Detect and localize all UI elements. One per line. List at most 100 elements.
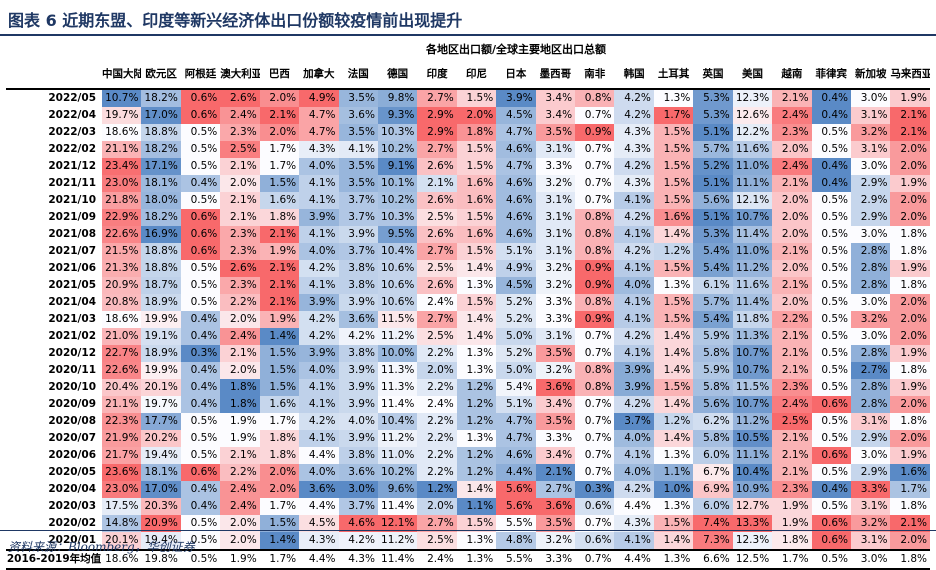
table-cell: 1.4% (259, 328, 300, 345)
header-row: 中国大陆 欧元区 阿根廷 澳大利亚 巴西 加拿大 法国 德国 印度 印尼 日本 墨西哥 南非 韩国 土耳其英… (6, 60, 930, 90)
table-cell: 5.1% (693, 124, 733, 141)
table-cell: 2.0% (772, 294, 812, 311)
table-cell: 1.5% (259, 515, 300, 532)
table-cell: 10.4% (377, 243, 418, 260)
table-cell: 11.3% (377, 379, 418, 396)
table-cell: 0.7% (575, 141, 615, 158)
table-cell: 23.4% (102, 158, 142, 175)
table-cell: 5.2% (496, 294, 536, 311)
table-cell: 11.1% (732, 175, 773, 192)
table-cell: 1.9% (220, 430, 260, 447)
table-cell: 1.3% (456, 362, 497, 379)
table-cell: 2.0% (890, 158, 930, 175)
table-cell: 4.2% (299, 413, 339, 430)
table-cell: 5.9% (693, 362, 733, 379)
table-cell: 3.4% (535, 107, 576, 124)
table-cell: 3.9% (496, 89, 536, 107)
table-cell: 2.2% (417, 413, 457, 430)
table-cell: 0.5% (811, 413, 852, 430)
table-cell: 4.1% (299, 430, 339, 447)
table-cell: 0.8% (575, 294, 615, 311)
table-cell: 5.6% (693, 396, 733, 413)
table-cell: 2.0% (259, 464, 300, 481)
table-cell: 1.4% (653, 226, 694, 243)
column-header: 菲律宾 (811, 60, 852, 90)
table-row: 2020/02 14.8% 20.9% 0.5% 2.0% 1.5% 4.5% 4.6% 12.… (6, 515, 930, 532)
row-label: 2020/03 (48, 500, 96, 512)
table-cell: 17.0% (141, 107, 181, 124)
table-cell: 4.2% (338, 328, 378, 345)
table-cell: 1.8% (890, 498, 930, 515)
table-cell: 2.4% (220, 498, 260, 515)
table-cell: 2.4% (772, 158, 812, 175)
table-cell: 2.1% (417, 175, 457, 192)
table-cell: 5.2% (496, 345, 536, 362)
table-cell: 2.6% (417, 277, 457, 294)
table-cell: 9.6% (377, 481, 418, 498)
table-cell: 0.5% (811, 328, 852, 345)
table-cell: 1.4% (653, 345, 694, 362)
table-cell: 3.6% (535, 379, 576, 396)
table-row: 2021/12 23.4% 17.1% 0.5% 2.1% 1.7% 4.0% 3.5% 9.1… (6, 158, 930, 175)
table-cell: 3.0% (338, 481, 378, 498)
table-cell: 20.2% (141, 430, 181, 447)
table-cell: 1.3% (456, 532, 497, 550)
table-cell: 4.2% (299, 311, 339, 328)
table-cell: 1.6% (259, 396, 300, 413)
table-cell: 2.5% (417, 209, 457, 226)
table-cell: 18.6% (102, 311, 142, 328)
table-cell: 3.9% (299, 345, 339, 362)
table-cell: 4.0% (614, 430, 654, 447)
table-cell: 1.5% (259, 379, 300, 396)
table-cell: 3.0% (851, 294, 891, 311)
table-cell: 1.9% (259, 243, 300, 260)
column-header: 新加坡 (851, 60, 891, 90)
table-cell: 10.9% (732, 481, 773, 498)
table-cell: 3.1% (851, 141, 891, 158)
table-cell: 1.5% (456, 243, 497, 260)
table-cell: 4.1% (614, 311, 654, 328)
table-cell: 4.7% (496, 124, 536, 141)
table-body: 2022/05 10.7% 18.2% 0.6% 2.6% 2.0% 4.9% 3.5% 9.8… (6, 89, 930, 570)
table-cell: 5.3% (693, 89, 733, 107)
table-cell: 0.7% (575, 192, 615, 209)
table-cell: 1.5% (456, 141, 497, 158)
table-cell: 1.7% (259, 498, 300, 515)
table-cell: 1.9% (772, 498, 812, 515)
table-cell: 0.5% (811, 124, 852, 141)
table-cell: 2.1% (259, 226, 300, 243)
table-cell: 21.8% (102, 192, 142, 209)
table-cell: 2.6% (417, 158, 457, 175)
table-cell: 4.3% (299, 532, 339, 550)
table-cell: 2.0% (259, 124, 300, 141)
table-cell: 1.9% (890, 89, 930, 107)
table-cell: 1.8% (890, 413, 930, 430)
table-cell: 0.3% (575, 481, 615, 498)
table-cell: 1.4% (653, 430, 694, 447)
table-cell: 1.4% (653, 328, 694, 345)
table-cell: 0.5% (811, 362, 852, 379)
table-cell: 0.5% (180, 141, 221, 158)
table-cell: 4.1% (299, 192, 339, 209)
table-cell: 5.7% (693, 294, 733, 311)
table-cell: 2.0% (220, 311, 260, 328)
table-cell: 4.2% (614, 89, 654, 107)
table-cell: 4.5% (496, 107, 536, 124)
table-cell: 12.6% (732, 107, 773, 124)
table-cell: 5.6% (496, 498, 536, 515)
table-row: 2021/06 21.3% 18.8% 0.5% 2.6% 2.1% 4.2% 3.8% 10.… (6, 260, 930, 277)
table-cell: 0.5% (180, 447, 221, 464)
table-cell: 2.1% (772, 243, 812, 260)
table-cell: 2.8% (851, 345, 891, 362)
table-cell: 2.7% (417, 311, 457, 328)
column-header: 法国 (338, 60, 378, 90)
table-cell: 2.4% (772, 107, 812, 124)
table-cell: 0.5% (180, 532, 221, 550)
table-cell: 3.0% (851, 447, 891, 464)
table-row: 2021/03 18.6% 19.9% 0.4% 2.0% 1.9% 4.2% 3.6% 11.… (6, 311, 930, 328)
table-cell: 7.4% (693, 515, 733, 532)
table-cell: 4.2% (614, 158, 654, 175)
table-cell: 4.6% (496, 447, 536, 464)
table-cell: 0.5% (180, 158, 221, 175)
table-cell: 1.5% (653, 141, 694, 158)
